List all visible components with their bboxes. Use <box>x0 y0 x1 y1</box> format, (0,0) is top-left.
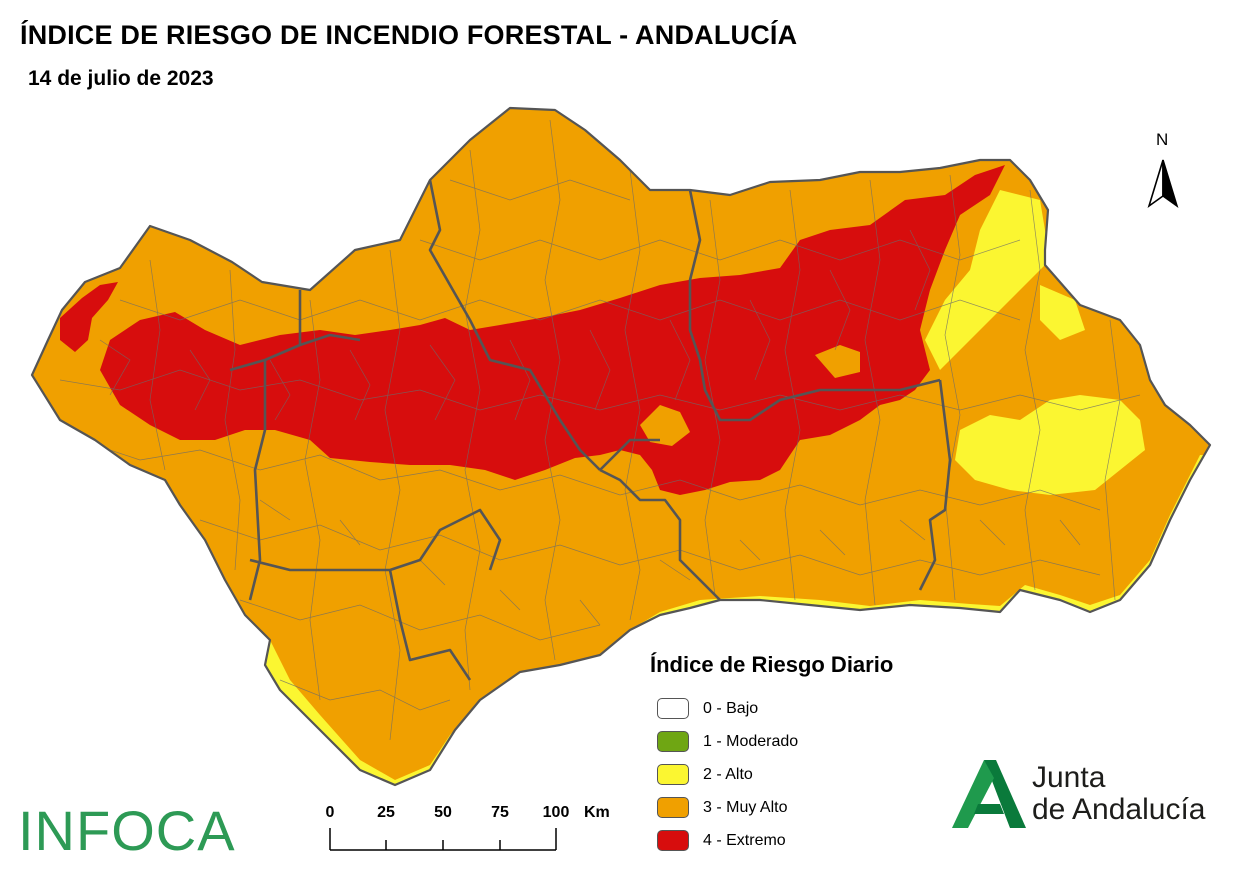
zone-alto-southeast <box>955 395 1145 495</box>
province-boundaries <box>229 179 952 681</box>
scale-tick-label: 50 <box>434 804 452 821</box>
map-date: 14 de julio de 2023 <box>28 67 214 90</box>
municipal-boundaries <box>59 119 1141 741</box>
scale-tick-label: 100 <box>543 804 570 821</box>
legend-item-bajo: 0 - Bajo <box>650 692 893 725</box>
legend-swatch-bajo <box>657 698 689 719</box>
legend-swatch-muy-alto <box>657 797 689 818</box>
zone-extremo-west <box>60 282 118 352</box>
north-arrow-icon <box>1147 159 1179 209</box>
north-label: N <box>1156 130 1169 149</box>
junta-wordmark-line2: de Andalucía <box>1032 793 1206 826</box>
map-title: ÍNDICE DE RIESGO DE INCENDIO FORESTAL - … <box>20 20 798 50</box>
scale-bar-line <box>329 828 557 851</box>
zone-muy-alto-island <box>640 405 690 446</box>
andalucia-outline <box>30 106 1212 787</box>
zone-alto-east <box>925 190 1050 370</box>
zone-muy-alto-island-2 <box>815 345 860 378</box>
legend-item-alto: 2 - Alto <box>650 758 893 791</box>
legend-swatch-alto <box>657 764 689 785</box>
legend-swatch-extremo <box>657 830 689 851</box>
infoca-logo: INFOCA <box>18 799 236 862</box>
junta-de-andalucia-logo-icon <box>952 760 1026 828</box>
legend-swatch-moderado <box>657 731 689 752</box>
legend-label-extremo: 4 - Extremo <box>703 831 786 849</box>
zone-alto-northeast <box>1040 285 1085 340</box>
scale-unit: Km <box>584 804 610 821</box>
legend-title: Índice de Riesgo Diario <box>650 652 894 677</box>
legend-item-extremo: 4 - Extremo <box>650 824 893 857</box>
junta-de-andalucia-wordmark: Junta de Andalucía <box>1032 762 1205 826</box>
legend-label-muy-alto: 3 - Muy Alto <box>703 798 788 816</box>
legend-item-muy-alto: 3 - Muy Alto <box>650 791 893 824</box>
junta-wordmark-line1: Junta <box>1032 761 1106 794</box>
scale-tick-label: 75 <box>491 804 509 821</box>
scale-bar: 0 25 50 75 100 Km <box>326 804 610 851</box>
legend-label-moderado: 1 - Moderado <box>703 732 799 750</box>
legend-item-moderado: 1 - Moderado <box>650 725 893 758</box>
scale-tick-label: 0 <box>326 804 335 821</box>
legend-label-bajo: 0 - Bajo <box>703 699 759 717</box>
legend: Índice de Riesgo Diario 0 - Bajo 1 - Mod… <box>650 652 893 857</box>
scale-tick-label: 25 <box>377 804 395 821</box>
zone-extremo <box>100 165 1005 495</box>
legend-label-alto: 2 - Alto <box>703 765 753 783</box>
